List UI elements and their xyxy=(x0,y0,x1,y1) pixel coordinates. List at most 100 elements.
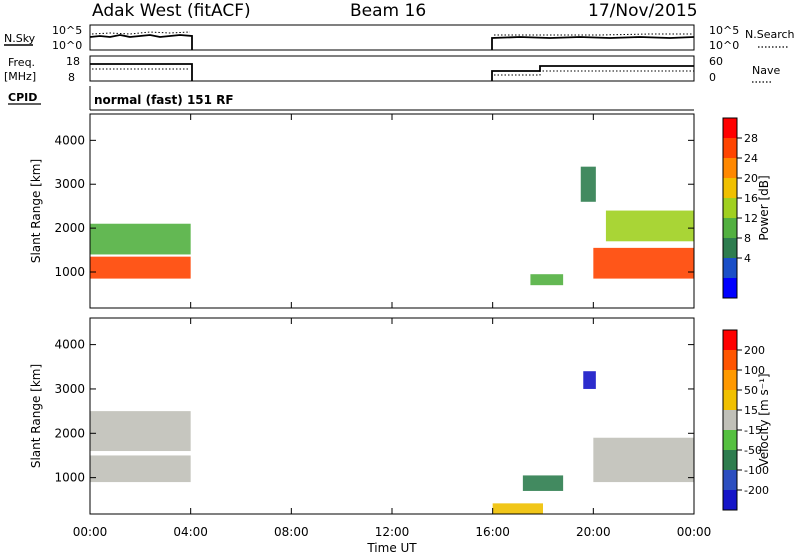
power-region-3 xyxy=(580,166,596,202)
colorbar-tick-label: 200 xyxy=(744,344,765,357)
colorbar-swatch xyxy=(723,278,737,298)
nave-label: Nave xyxy=(752,64,780,77)
colorbar-swatch xyxy=(723,330,737,350)
power-panel: 1000 2000 3000 4000 Slant Range [km] xyxy=(29,113,695,309)
xtick-label: 04:00 xyxy=(173,525,208,539)
colorbar-swatch xyxy=(723,198,737,218)
power-colorbar: 28 24 20 16 12 8 4 xyxy=(722,117,758,299)
date-title: 17/Nov/2015 xyxy=(588,1,698,21)
colorbar-swatch xyxy=(723,238,737,258)
noise-strip: N.Sky 10^5 10^0 10^5 10^0 N.Search xyxy=(4,24,795,52)
xtick-label: 20:00 xyxy=(576,525,611,539)
xtick-label: 08:00 xyxy=(274,525,309,539)
nsearch-tick-high: 10^5 xyxy=(709,24,739,37)
nsearch-label: N.Search xyxy=(745,28,795,41)
colorbar-tick-label: 16 xyxy=(744,192,758,205)
power-colorbar-label: Power [dB] xyxy=(757,175,771,240)
velocity-region-3 xyxy=(583,371,596,389)
xtick-label: 16:00 xyxy=(475,525,510,539)
colorbar-tick-label: 12 xyxy=(744,212,758,225)
nsky-tick-high: 10^5 xyxy=(52,24,82,37)
velocity-region-2 xyxy=(522,475,564,491)
nsearch-trace-seg2 xyxy=(494,33,694,36)
xtick-label: 00:00 xyxy=(73,525,108,539)
nave-tick-low: 0 xyxy=(709,71,716,84)
colorbar-tick-label: -200 xyxy=(744,484,769,497)
velocity-region-1 xyxy=(90,411,191,452)
ytick-label: 3000 xyxy=(54,382,85,396)
freq-strip: Freq. [MHz] 18 8 60 0 Nave xyxy=(4,55,780,84)
ytick-label: 1000 xyxy=(54,265,85,279)
freq-label-1: Freq. xyxy=(8,56,35,69)
colorbar-swatch xyxy=(723,470,737,490)
nsky-trace-seg2 xyxy=(491,36,695,50)
station-title: Adak West (fitACF) xyxy=(92,1,251,21)
xtick-label: 00:00 xyxy=(677,525,712,539)
ytick-label: 3000 xyxy=(54,177,85,191)
cpid-label: CPID xyxy=(8,91,37,104)
power-ylabel: Slant Range [km] xyxy=(29,159,43,263)
beam-title: Beam 16 xyxy=(350,1,426,21)
nave-trace-seg2 xyxy=(494,70,694,76)
ytick-label: 4000 xyxy=(54,338,85,352)
colorbar-swatch xyxy=(723,450,737,470)
power-yaxis: 1000 2000 3000 4000 xyxy=(54,133,694,279)
colorbar-swatch xyxy=(723,430,737,450)
velocity-yaxis: 1000 2000 3000 4000 xyxy=(54,338,694,485)
colorbar-swatch xyxy=(723,138,737,158)
colorbar-swatch xyxy=(723,390,737,410)
colorbar-swatch xyxy=(723,370,737,390)
time-axis: 00:00 04:00 08:00 12:00 16:00 20:00 00:00 xyxy=(73,114,712,539)
colorbar-tick-label: 15 xyxy=(744,404,758,417)
velocity-colorbar-label: Velocity [m s⁻¹] xyxy=(757,373,771,466)
colorbar-swatch xyxy=(723,258,737,278)
freq-tick-high: 18 xyxy=(66,55,80,68)
power-region-0 xyxy=(90,256,191,279)
velocity-region-4 xyxy=(593,437,694,483)
freq-label-2: [MHz] xyxy=(4,70,36,83)
nsky-tick-low: 10^0 xyxy=(52,39,82,52)
ytick-label: 4000 xyxy=(54,133,85,147)
velocity-region-0 xyxy=(90,455,191,483)
colorbar-tick-label: -100 xyxy=(744,464,769,477)
ytick-label: 1000 xyxy=(54,471,85,485)
colorbar-tick-label: 100 xyxy=(744,364,765,377)
colorbar-tick-label: 28 xyxy=(744,132,758,145)
colorbar-swatch xyxy=(723,490,737,510)
colorbar-tick-label: -15 xyxy=(744,424,762,437)
colorbar-tick-label: 4 xyxy=(744,252,751,265)
power-region-1 xyxy=(90,223,191,255)
colorbar-swatch xyxy=(723,350,737,370)
nsearch-tick-low: 10^0 xyxy=(709,39,739,52)
cpid-value: normal (fast) 151 RF xyxy=(94,93,234,107)
colorbar-tick-label: 20 xyxy=(744,172,758,185)
power-marks xyxy=(90,166,694,286)
colorbar-swatch xyxy=(723,158,737,178)
power-region-4 xyxy=(593,247,694,279)
freq-trace-seg1 xyxy=(90,63,193,81)
freq-trace-seg2 xyxy=(491,65,694,81)
colorbar-swatch xyxy=(723,118,737,138)
ytick-label: 2000 xyxy=(54,221,85,235)
nsky-label: N.Sky xyxy=(4,32,36,45)
velocity-ylabel: Slant Range [km] xyxy=(29,364,43,468)
time-axis-label: Time UT xyxy=(366,541,417,554)
colorbar-tick-label: 50 xyxy=(744,384,758,397)
colorbar-tick-label: -50 xyxy=(744,444,762,457)
ytick-label: 2000 xyxy=(54,426,85,440)
nsky-trace-seg1 xyxy=(89,34,193,50)
power-region-2 xyxy=(530,274,564,286)
power-region-5 xyxy=(605,210,694,242)
velocity-colorbar: 200 100 50 15 -15 -50 -100 -200 xyxy=(722,329,769,511)
velocity-region-5 xyxy=(492,503,543,514)
nave-tick-high: 60 xyxy=(709,55,723,68)
colorbar-swatch xyxy=(723,410,737,430)
freq-tick-low: 8 xyxy=(68,71,75,84)
velocity-panel: 1000 2000 3000 4000 Slant Range [km] xyxy=(29,317,695,515)
nsearch-trace-seg1 xyxy=(91,31,191,35)
velocity-marks xyxy=(90,371,694,514)
colorbar-swatch xyxy=(723,218,737,238)
colorbar-tick-label: 24 xyxy=(744,152,758,165)
colorbar-swatch xyxy=(723,178,737,198)
